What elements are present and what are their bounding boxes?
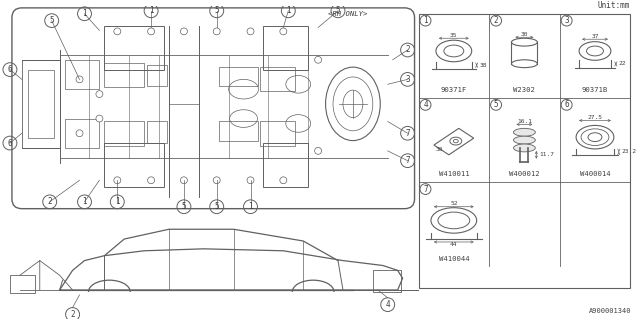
Text: W410011: W410011 — [438, 172, 469, 177]
Text: W400012: W400012 — [509, 172, 540, 177]
Bar — [219, 122, 259, 141]
Text: 1: 1 — [423, 16, 428, 25]
Text: Unit:mm: Unit:mm — [598, 1, 630, 10]
Circle shape — [114, 177, 121, 184]
Text: 52: 52 — [450, 201, 458, 206]
Text: 5: 5 — [214, 6, 219, 15]
Text: 23.2: 23.2 — [622, 149, 637, 154]
Circle shape — [76, 76, 83, 83]
Circle shape — [96, 115, 103, 122]
Circle shape — [280, 177, 287, 184]
Text: 2: 2 — [47, 197, 52, 206]
Text: <RH ONLY>: <RH ONLY> — [328, 11, 367, 17]
Text: 37: 37 — [591, 34, 599, 39]
Bar — [104, 122, 144, 146]
Text: 6: 6 — [564, 100, 569, 109]
Text: 6: 6 — [8, 65, 12, 74]
Text: 1: 1 — [82, 9, 87, 18]
Circle shape — [148, 177, 155, 184]
Bar — [65, 118, 99, 148]
Text: 22: 22 — [619, 61, 627, 67]
Bar — [104, 26, 164, 69]
Circle shape — [76, 130, 83, 137]
Bar — [28, 69, 54, 138]
Text: 2: 2 — [493, 16, 499, 25]
Text: 6: 6 — [8, 139, 12, 148]
Bar — [219, 67, 259, 86]
Text: 35: 35 — [450, 33, 458, 38]
Text: 5: 5 — [493, 100, 499, 109]
Bar — [22, 60, 60, 148]
Text: 7: 7 — [423, 185, 428, 194]
Circle shape — [180, 177, 188, 184]
Circle shape — [213, 28, 220, 35]
Text: 4: 4 — [385, 300, 390, 309]
Circle shape — [114, 28, 121, 35]
Circle shape — [315, 56, 321, 63]
Text: 1: 1 — [248, 202, 253, 211]
Bar — [65, 60, 99, 89]
Text: 7: 7 — [405, 156, 410, 165]
Text: W2302: W2302 — [513, 87, 535, 93]
Circle shape — [96, 91, 103, 98]
Text: 5: 5 — [49, 16, 54, 25]
Text: 5: 5 — [182, 202, 186, 211]
Text: 1: 1 — [148, 6, 154, 15]
Text: W400014: W400014 — [580, 172, 611, 177]
Ellipse shape — [513, 128, 535, 136]
Text: 1: 1 — [115, 197, 120, 206]
Bar — [260, 122, 295, 146]
Circle shape — [315, 148, 321, 154]
Ellipse shape — [513, 136, 535, 144]
Text: 16.1: 16.1 — [517, 119, 532, 124]
Text: 3: 3 — [405, 75, 410, 84]
Text: 30: 30 — [521, 32, 528, 37]
Text: 27.5: 27.5 — [588, 115, 602, 120]
Bar — [10, 275, 35, 293]
Bar — [419, 14, 630, 288]
Text: 3: 3 — [564, 16, 569, 25]
Bar — [104, 143, 164, 187]
Circle shape — [247, 177, 254, 184]
Text: A900001340: A900001340 — [589, 308, 631, 315]
Circle shape — [247, 28, 254, 35]
Circle shape — [280, 28, 287, 35]
Text: 44: 44 — [450, 243, 458, 247]
Text: 90371F: 90371F — [441, 87, 467, 93]
Text: 2: 2 — [405, 45, 410, 54]
Bar — [104, 63, 144, 87]
Bar — [372, 270, 401, 292]
Text: 1: 1 — [286, 6, 291, 15]
Bar — [147, 65, 167, 86]
Circle shape — [213, 177, 220, 184]
Text: W410044: W410044 — [438, 256, 469, 262]
Text: 7: 7 — [405, 129, 410, 138]
Text: 11.7: 11.7 — [540, 152, 554, 157]
Text: 2: 2 — [70, 310, 75, 319]
Text: 30: 30 — [436, 148, 444, 152]
Text: 90371B: 90371B — [582, 87, 608, 93]
Text: 1: 1 — [82, 197, 87, 206]
Text: 5: 5 — [214, 202, 219, 211]
Bar — [260, 67, 295, 91]
Circle shape — [180, 28, 188, 35]
Text: 38: 38 — [479, 63, 487, 68]
Text: 5: 5 — [336, 6, 340, 15]
Ellipse shape — [513, 144, 535, 152]
Bar — [264, 143, 308, 187]
Bar — [147, 122, 167, 143]
Circle shape — [148, 28, 155, 35]
Text: 4: 4 — [423, 100, 428, 109]
Bar — [264, 26, 308, 69]
